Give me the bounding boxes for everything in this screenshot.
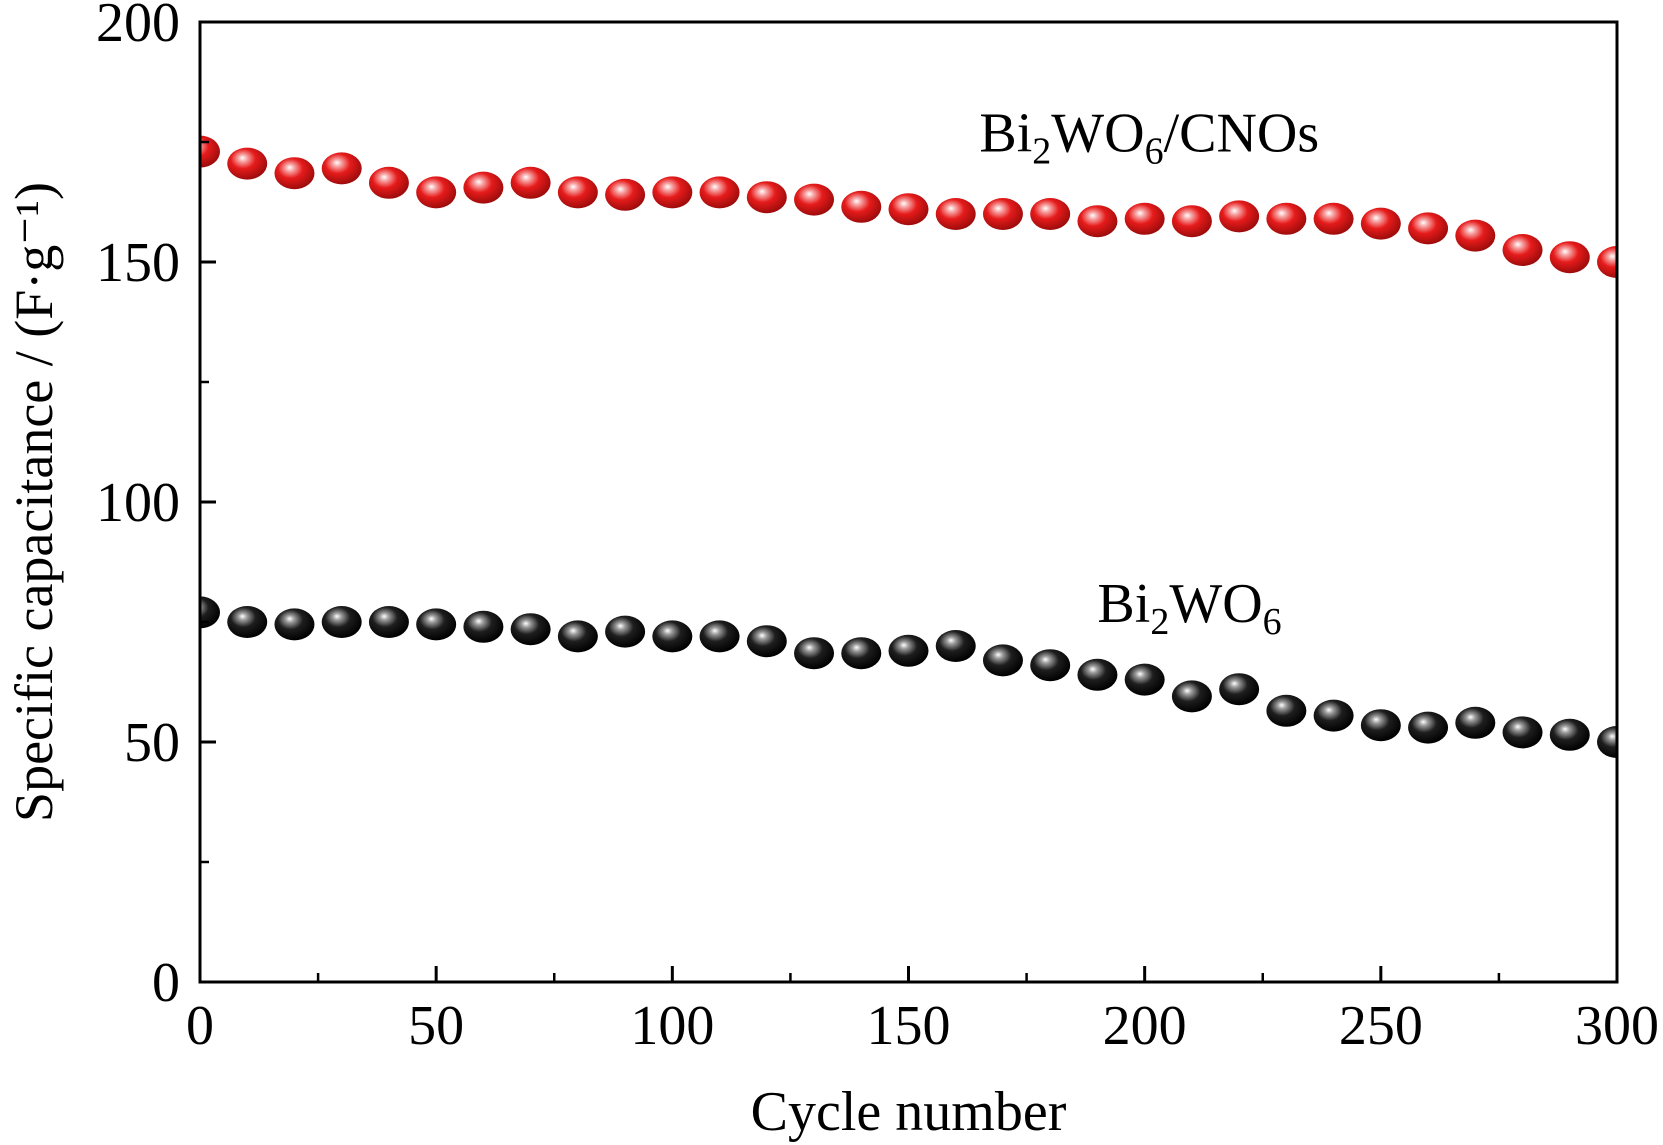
data-point	[794, 637, 835, 670]
series-bi2wo6	[200, 596, 1617, 758]
data-point	[1408, 212, 1449, 245]
data-point	[368, 166, 409, 199]
data-point	[1360, 709, 1401, 742]
data-point	[605, 178, 646, 211]
data-point	[841, 190, 882, 223]
data-point	[935, 198, 976, 230]
data-point	[1502, 716, 1543, 749]
data-point	[1597, 246, 1617, 278]
x-tick-label: 50	[408, 995, 464, 1057]
y-tick-label: 100	[96, 472, 180, 534]
data-point	[557, 620, 598, 653]
y-tick-label: 200	[96, 0, 180, 54]
data-point	[746, 625, 787, 658]
data-point	[200, 596, 220, 629]
data-point	[699, 176, 740, 209]
data-point	[1549, 718, 1590, 751]
data-point	[982, 644, 1023, 677]
data-point	[227, 606, 268, 638]
y-tick-label: 0	[152, 952, 180, 1014]
data-point	[841, 637, 882, 670]
data-point	[463, 610, 504, 643]
data-point	[746, 181, 787, 214]
data-point	[1124, 663, 1165, 696]
y-tick-label: 50	[124, 712, 180, 774]
data-point	[463, 171, 504, 204]
ticks-layer: 0 50 100 150 200 250 300 0 50 100 150 200	[96, 0, 1659, 1057]
data-point	[1124, 202, 1165, 235]
data-point	[1549, 241, 1590, 274]
y-tick-label: 150	[96, 232, 180, 294]
data-point	[1077, 205, 1118, 238]
data-point	[652, 620, 693, 653]
data-point	[935, 630, 976, 662]
data-point	[274, 608, 315, 641]
data-point	[510, 613, 551, 646]
data-point	[1219, 673, 1260, 706]
data-point	[888, 634, 929, 667]
data-point	[1502, 234, 1543, 266]
data-point	[1455, 219, 1496, 252]
data-point	[227, 147, 268, 180]
series-bi2wo6-cnos	[200, 135, 1617, 278]
data-point	[321, 152, 362, 185]
data-point	[1171, 205, 1212, 238]
x-tick-label: 200	[1103, 995, 1187, 1057]
y-axis-label: Specific capacitance / (F·g⁻¹)	[4, 182, 64, 822]
data-point	[1313, 699, 1354, 732]
data-point	[1408, 711, 1449, 744]
series-label: Bi2WO6/CNOs	[979, 103, 1319, 173]
x-tick-label: 100	[630, 995, 714, 1057]
data-point	[557, 176, 598, 209]
x-tick-label: 250	[1339, 995, 1423, 1057]
data-point	[1360, 207, 1401, 240]
data-point	[1313, 202, 1354, 235]
data-point	[982, 198, 1023, 230]
data-point	[416, 608, 457, 641]
data-point	[1266, 202, 1307, 235]
series-layer	[200, 135, 1617, 758]
data-point	[1219, 200, 1260, 233]
data-point	[1266, 694, 1307, 727]
data-point	[1030, 649, 1071, 682]
data-point	[274, 157, 315, 190]
data-point	[200, 135, 220, 168]
data-point	[1455, 706, 1496, 739]
data-point	[888, 193, 929, 226]
data-point	[794, 183, 835, 216]
data-point	[1171, 680, 1212, 713]
series-label: Bi2WO6	[1097, 573, 1281, 643]
x-axis-label: Cycle number	[751, 1081, 1067, 1143]
data-point	[699, 620, 740, 653]
data-point	[1030, 198, 1071, 230]
annotation-layer: Bi2WO6/CNOs Bi2WO6	[979, 103, 1319, 643]
x-tick-label: 150	[867, 995, 951, 1057]
data-point	[321, 606, 362, 638]
data-point	[652, 176, 693, 209]
data-point	[1077, 658, 1118, 691]
x-tick-label: 0	[186, 995, 214, 1057]
x-tick-label: 300	[1575, 995, 1659, 1057]
data-point	[368, 606, 409, 638]
data-point	[1597, 726, 1617, 758]
data-point	[510, 166, 551, 199]
data-point	[605, 615, 646, 648]
data-point	[416, 176, 457, 209]
plot-frame	[198, 20, 1619, 984]
